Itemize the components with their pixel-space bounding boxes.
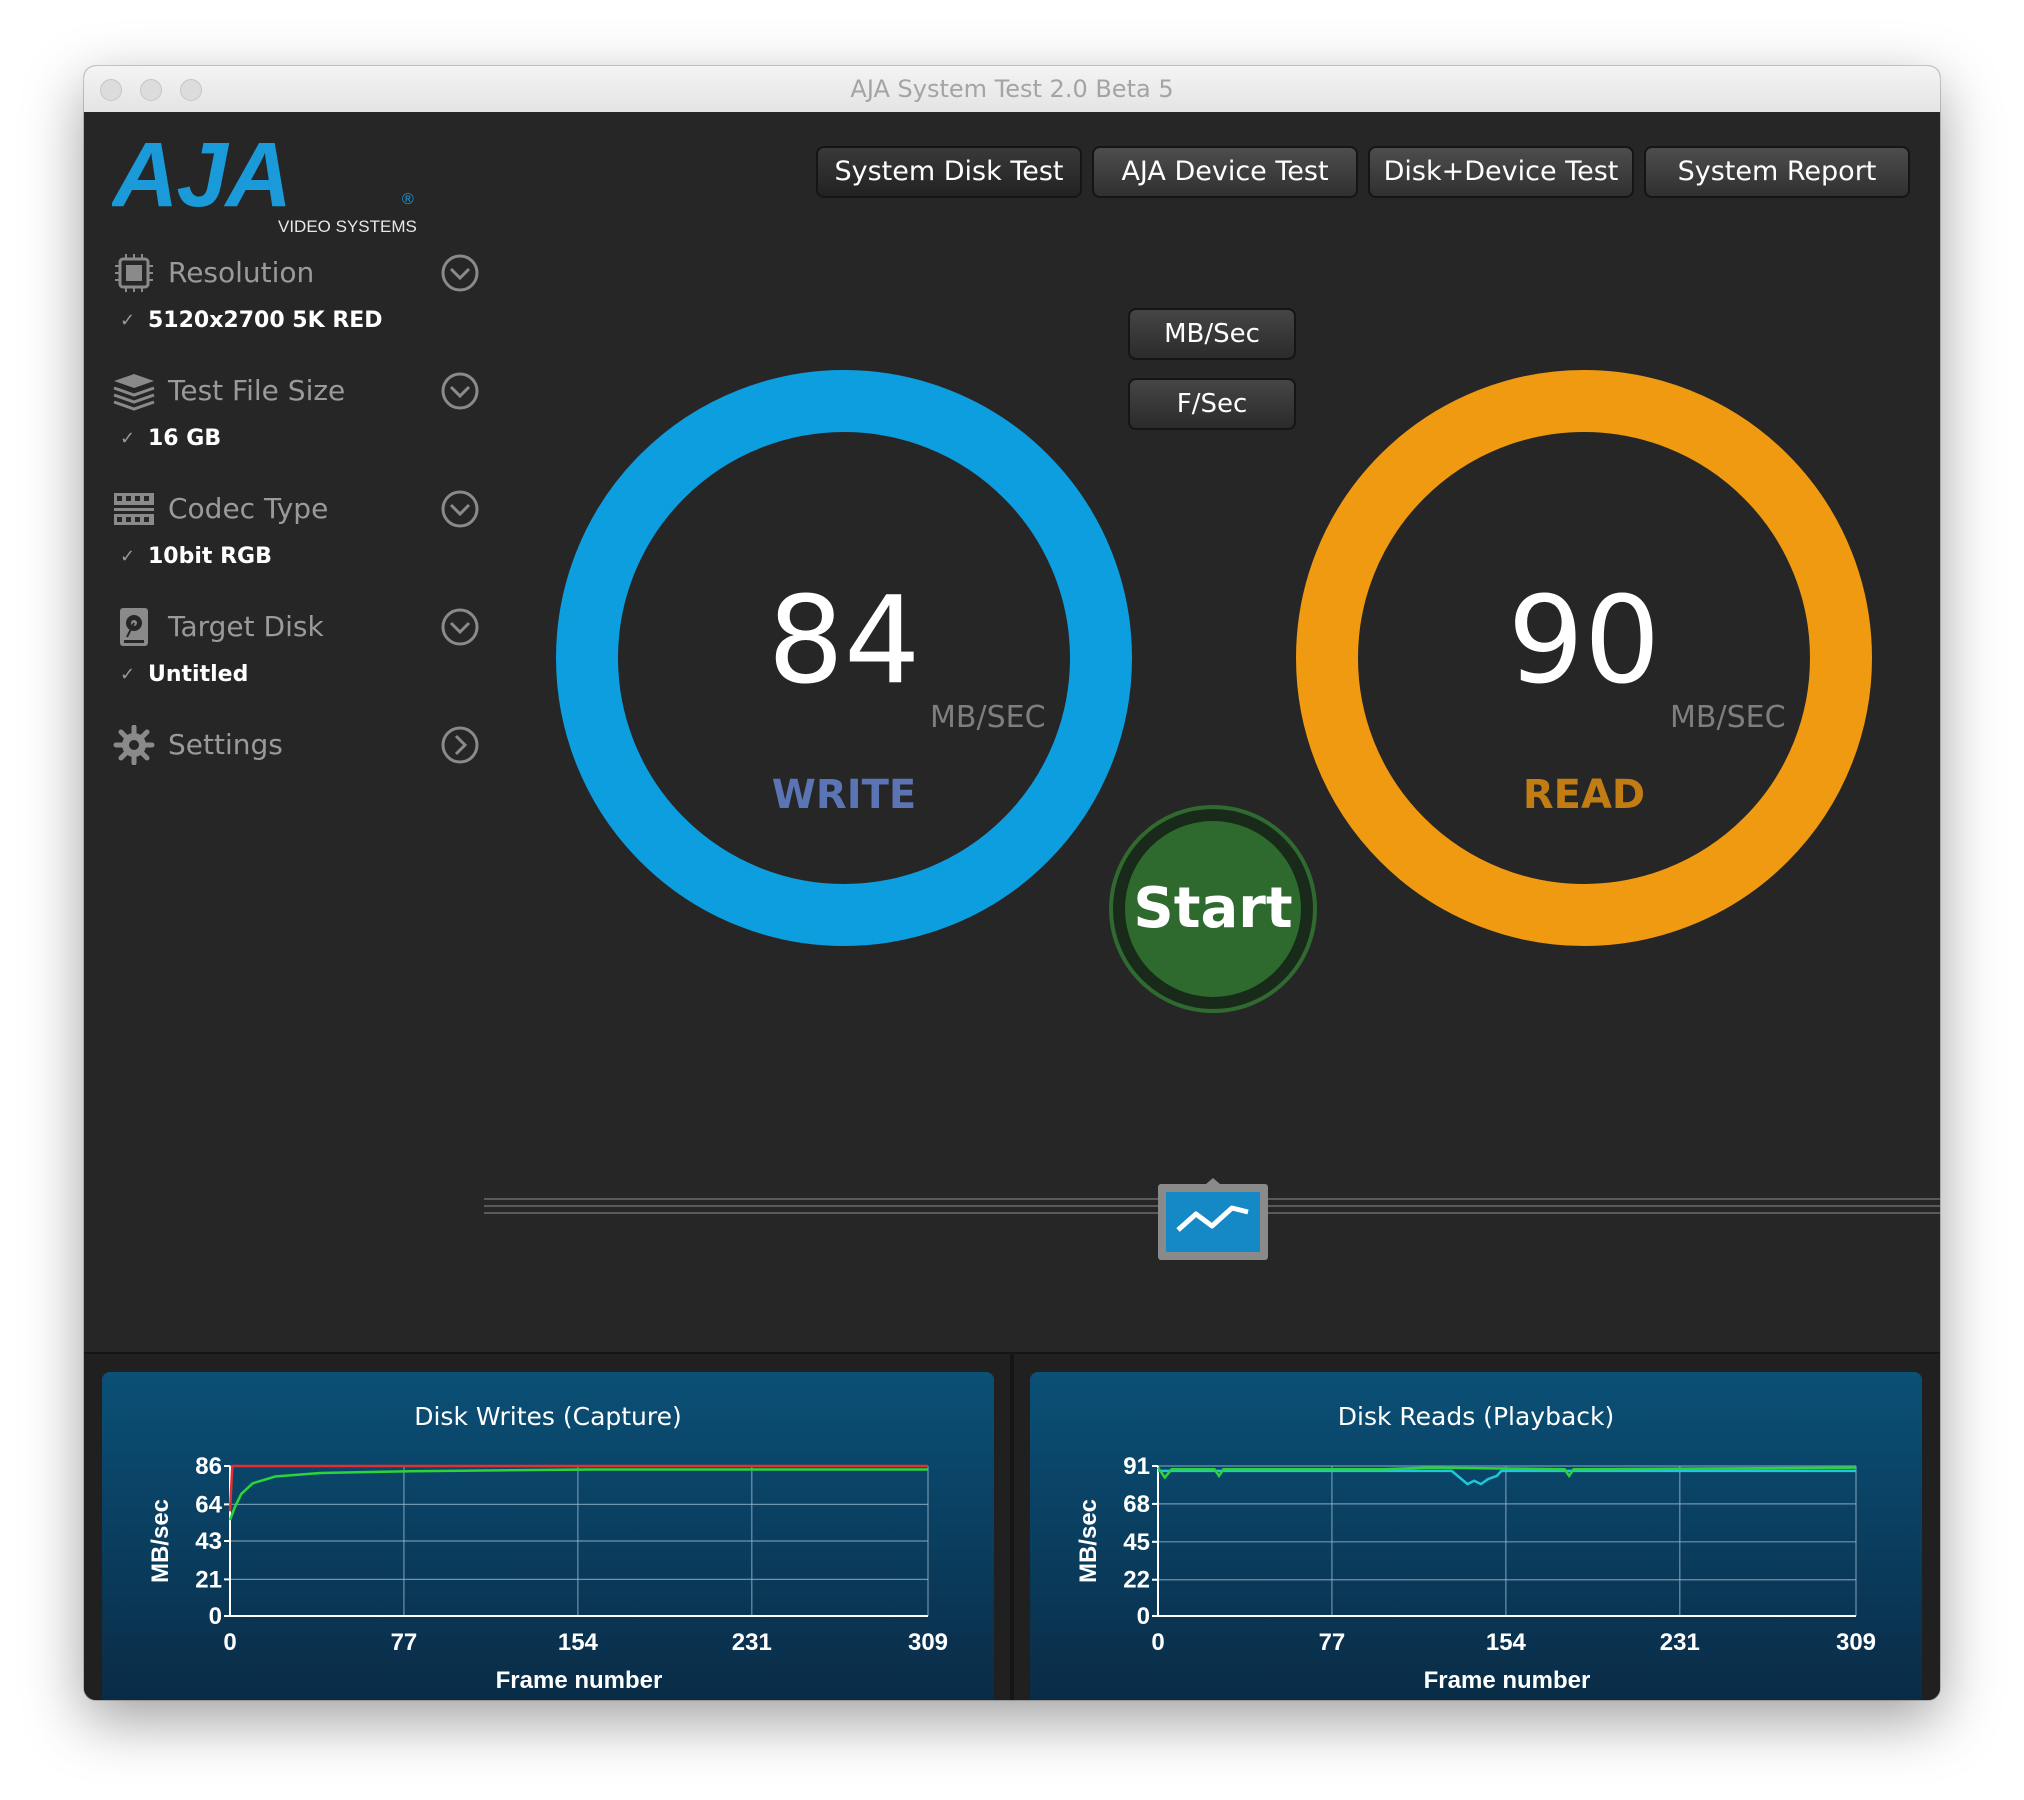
y-tick-label: 22: [1123, 1567, 1150, 1594]
x-tick-label: 0: [223, 1629, 236, 1656]
disk-writes-title: Disk Writes (Capture): [414, 1402, 682, 1431]
sidebar-item-target-disk[interactable]: Target Disk: [112, 602, 479, 652]
charts-separator: [1010, 1354, 1014, 1700]
y-tick-label: 86: [195, 1453, 222, 1480]
disk-writes-chart: 0 77 154 231 309 0 21 43 64 86 Frame number MB/sec: [147, 1453, 948, 1694]
y-tick-label: 64: [195, 1491, 222, 1518]
write-label: WRITE: [771, 772, 917, 818]
write-unit-label: MB/SEC: [930, 700, 1046, 735]
disk-reads-panel: Disk Reads (Playback) 0 77 154 231 309 0 22 45 6…: [1030, 1372, 1922, 1700]
write-gauge: 84 MB/SEC WRITE: [554, 368, 1134, 948]
sidebar-item-label: Test File Size: [168, 374, 346, 407]
start-label: Start: [1133, 876, 1293, 941]
test-file-size-value: 16 GB: [148, 426, 222, 451]
disk-reads-title: Disk Reads (Playback): [1337, 1402, 1615, 1431]
y-tick-label: 91: [1123, 1453, 1150, 1480]
y-axis-label: MB/sec: [1075, 1499, 1102, 1583]
chevron-right-icon[interactable]: [440, 725, 480, 765]
chevron-down-icon[interactable]: [440, 371, 480, 411]
sidebar-item-test-file-size[interactable]: Test File Size: [112, 366, 479, 416]
x-tick-label: 309: [908, 1629, 948, 1656]
read-ring: [1296, 370, 1872, 946]
sidebar-item-settings[interactable]: Settings: [112, 720, 479, 770]
y-tick-label: 43: [195, 1528, 222, 1555]
sidebar-item-label: Resolution: [168, 256, 315, 289]
write-ring: [556, 370, 1132, 946]
window-title: AJA System Test 2.0 Beta 5: [850, 75, 1174, 103]
x-tick-label: 77: [1319, 1629, 1346, 1656]
title-bar: AJA System Test 2.0 Beta 5: [84, 66, 1940, 113]
chevron-down-icon[interactable]: [440, 607, 480, 647]
mb-sec-button[interactable]: MB/Sec: [1128, 308, 1296, 360]
check-icon: ✓: [120, 546, 136, 567]
target-disk-value: Untitled: [148, 662, 249, 687]
read-speed-value: 90: [1507, 572, 1661, 711]
x-tick-label: 77: [391, 1629, 418, 1656]
y-tick-label: 68: [1123, 1491, 1150, 1518]
check-icon: ✓: [120, 664, 136, 685]
film-strip-icon: [114, 493, 154, 525]
codec-type-value: 10bit RGB: [148, 544, 272, 569]
tab-system-disk-test[interactable]: System Disk Test: [816, 146, 1082, 198]
read-label: READ: [1522, 772, 1646, 818]
x-axis-label: Frame number: [1424, 1667, 1591, 1694]
x-axis-label: Frame number: [496, 1667, 663, 1694]
line-chart-icon: [1176, 1205, 1249, 1232]
minimize-window-button[interactable]: [140, 79, 162, 101]
svg-text:®: ®: [402, 191, 414, 208]
chip-icon: [115, 254, 153, 292]
read-gauge: 90 MB/SEC READ: [1294, 368, 1874, 948]
y-tick-label: 0: [209, 1603, 222, 1630]
y-axis-label: MB/sec: [147, 1499, 174, 1583]
x-tick-label: 0: [1151, 1629, 1164, 1656]
svg-text:VIDEO SYSTEMS: VIDEO SYSTEMS: [278, 217, 417, 236]
x-tick-label: 309: [1836, 1629, 1876, 1656]
check-icon: ✓: [120, 310, 136, 331]
x-tick-label: 231: [1660, 1629, 1700, 1656]
f-sec-button[interactable]: F/Sec: [1128, 378, 1296, 430]
sidebar-item-resolution[interactable]: Resolution: [112, 248, 479, 298]
tab-disk-device-test[interactable]: Disk+Device Test: [1368, 146, 1634, 198]
series-line: [1158, 1469, 1856, 1486]
disk-reads-chart: 0 77 154 231 309 0 22 45 68 91 Frame number MB/sec: [1075, 1453, 1876, 1694]
start-button[interactable]: Start: [1108, 804, 1318, 1014]
write-speed-value: 84: [767, 572, 921, 711]
resolution-value: 5120x2700 5K RED: [148, 308, 383, 333]
layers-icon: [113, 374, 155, 411]
x-tick-label: 154: [1486, 1629, 1527, 1656]
main-content: AJA ® VIDEO SYSTEMS Resolution: [84, 112, 1940, 1700]
graph-toggle-button[interactable]: [1156, 1178, 1270, 1262]
sidebar-item-codec-type[interactable]: Codec Type: [112, 484, 479, 534]
app-window: AJA System Test 2.0 Beta 5 AJA ® VIDEO S…: [84, 66, 1940, 1700]
tab-system-report[interactable]: System Report: [1644, 146, 1910, 198]
check-icon: ✓: [120, 428, 136, 449]
svg-text:AJA: AJA: [112, 132, 290, 226]
series-line: [228, 1464, 928, 1512]
charts-area: Disk Writes (Capture) 0 77 154 231 309 0 21 43 6…: [84, 1352, 1940, 1700]
y-tick-label: 21: [195, 1566, 222, 1593]
sidebar-item-label: Codec Type: [168, 492, 329, 525]
chevron-down-icon[interactable]: [440, 253, 480, 293]
disk-writes-panel: Disk Writes (Capture) 0 77 154 231 309 0 21 43 6…: [102, 1372, 994, 1700]
x-tick-label: 231: [732, 1629, 772, 1656]
close-window-button[interactable]: [100, 79, 122, 101]
chevron-down-icon[interactable]: [440, 489, 480, 529]
series-line: [1156, 1466, 1857, 1480]
gear-icon: [113, 725, 155, 765]
sidebar-item-label: Settings: [168, 728, 283, 761]
aja-logo: AJA ® VIDEO SYSTEMS: [110, 124, 422, 242]
y-tick-label: 0: [1137, 1603, 1150, 1630]
disk-icon: [120, 608, 148, 646]
zoom-window-button[interactable]: [180, 79, 202, 101]
y-tick-label: 45: [1123, 1529, 1150, 1556]
x-tick-label: 154: [558, 1629, 599, 1656]
read-unit-label: MB/SEC: [1670, 700, 1786, 735]
sidebar-item-label: Target Disk: [168, 610, 324, 643]
tab-aja-device-test[interactable]: AJA Device Test: [1092, 146, 1358, 198]
series-line: [228, 1468, 928, 1521]
